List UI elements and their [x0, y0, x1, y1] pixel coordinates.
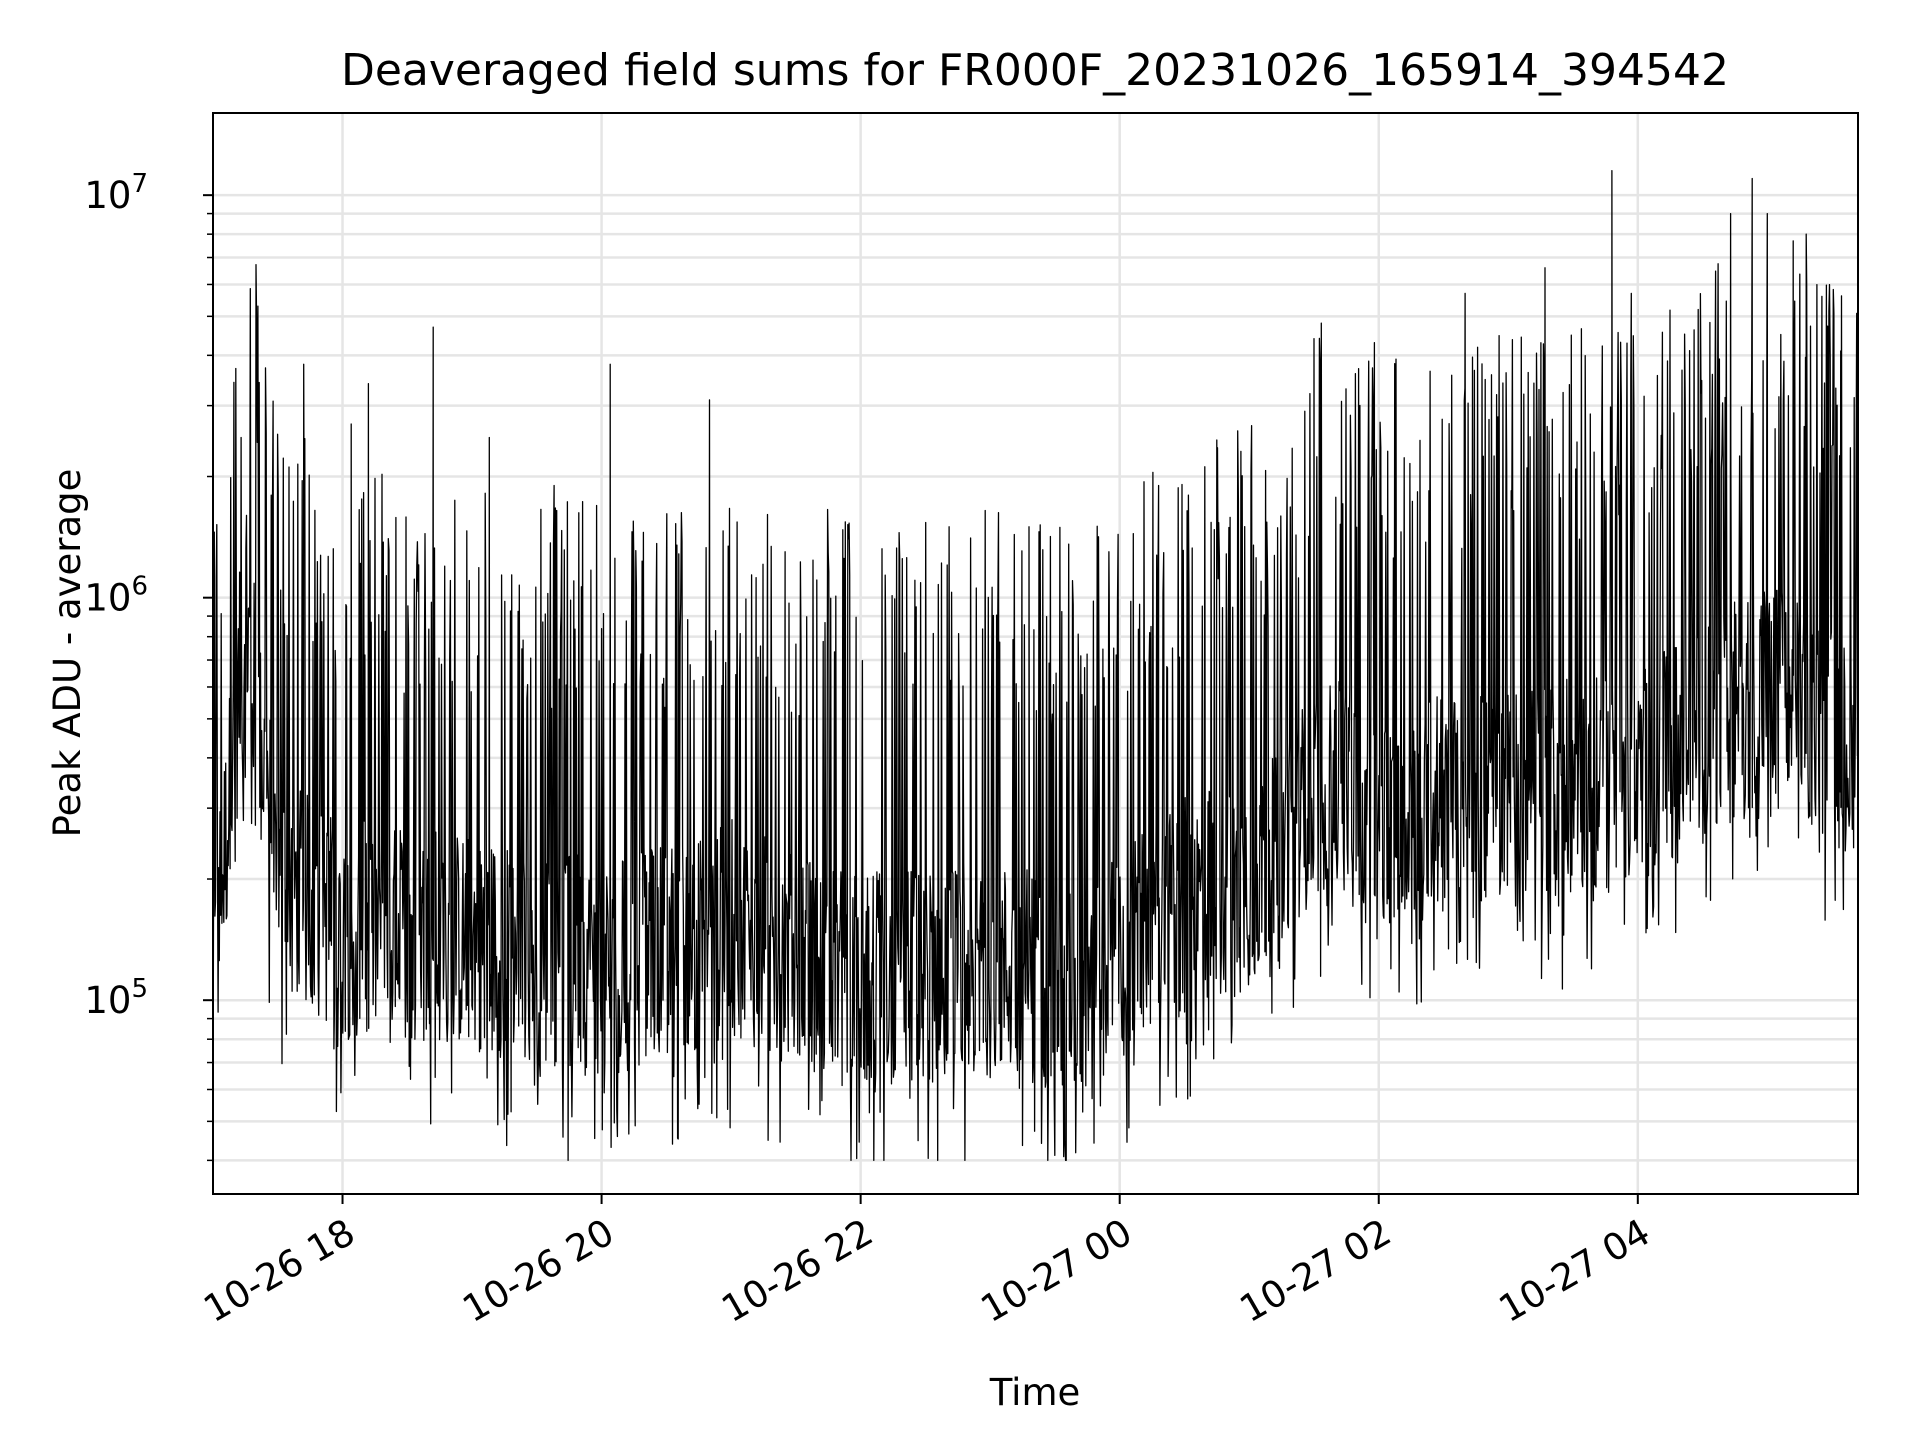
x-axis-label: Time — [989, 1371, 1081, 1414]
chart-title: Deaveraged field sums for FR000F_2023102… — [341, 45, 1729, 96]
y-tick-label: 107 — [84, 169, 148, 217]
y-tick-label: 106 — [84, 572, 148, 620]
y-tick-exponent: 5 — [131, 974, 148, 1004]
y-axis-label: Peak ADU - average — [46, 469, 89, 838]
y-tick-exponent: 6 — [131, 572, 148, 602]
series-layer — [212, 170, 1859, 1162]
y-tick-exponent: 7 — [131, 169, 148, 199]
y-tick-base: 10 — [84, 979, 131, 1022]
plot-frame — [212, 112, 1859, 1195]
y-tick-base: 10 — [84, 174, 131, 217]
series-line — [212, 170, 1859, 1162]
y-tick-base: 10 — [84, 577, 131, 620]
y-tick-label: 105 — [84, 974, 148, 1022]
